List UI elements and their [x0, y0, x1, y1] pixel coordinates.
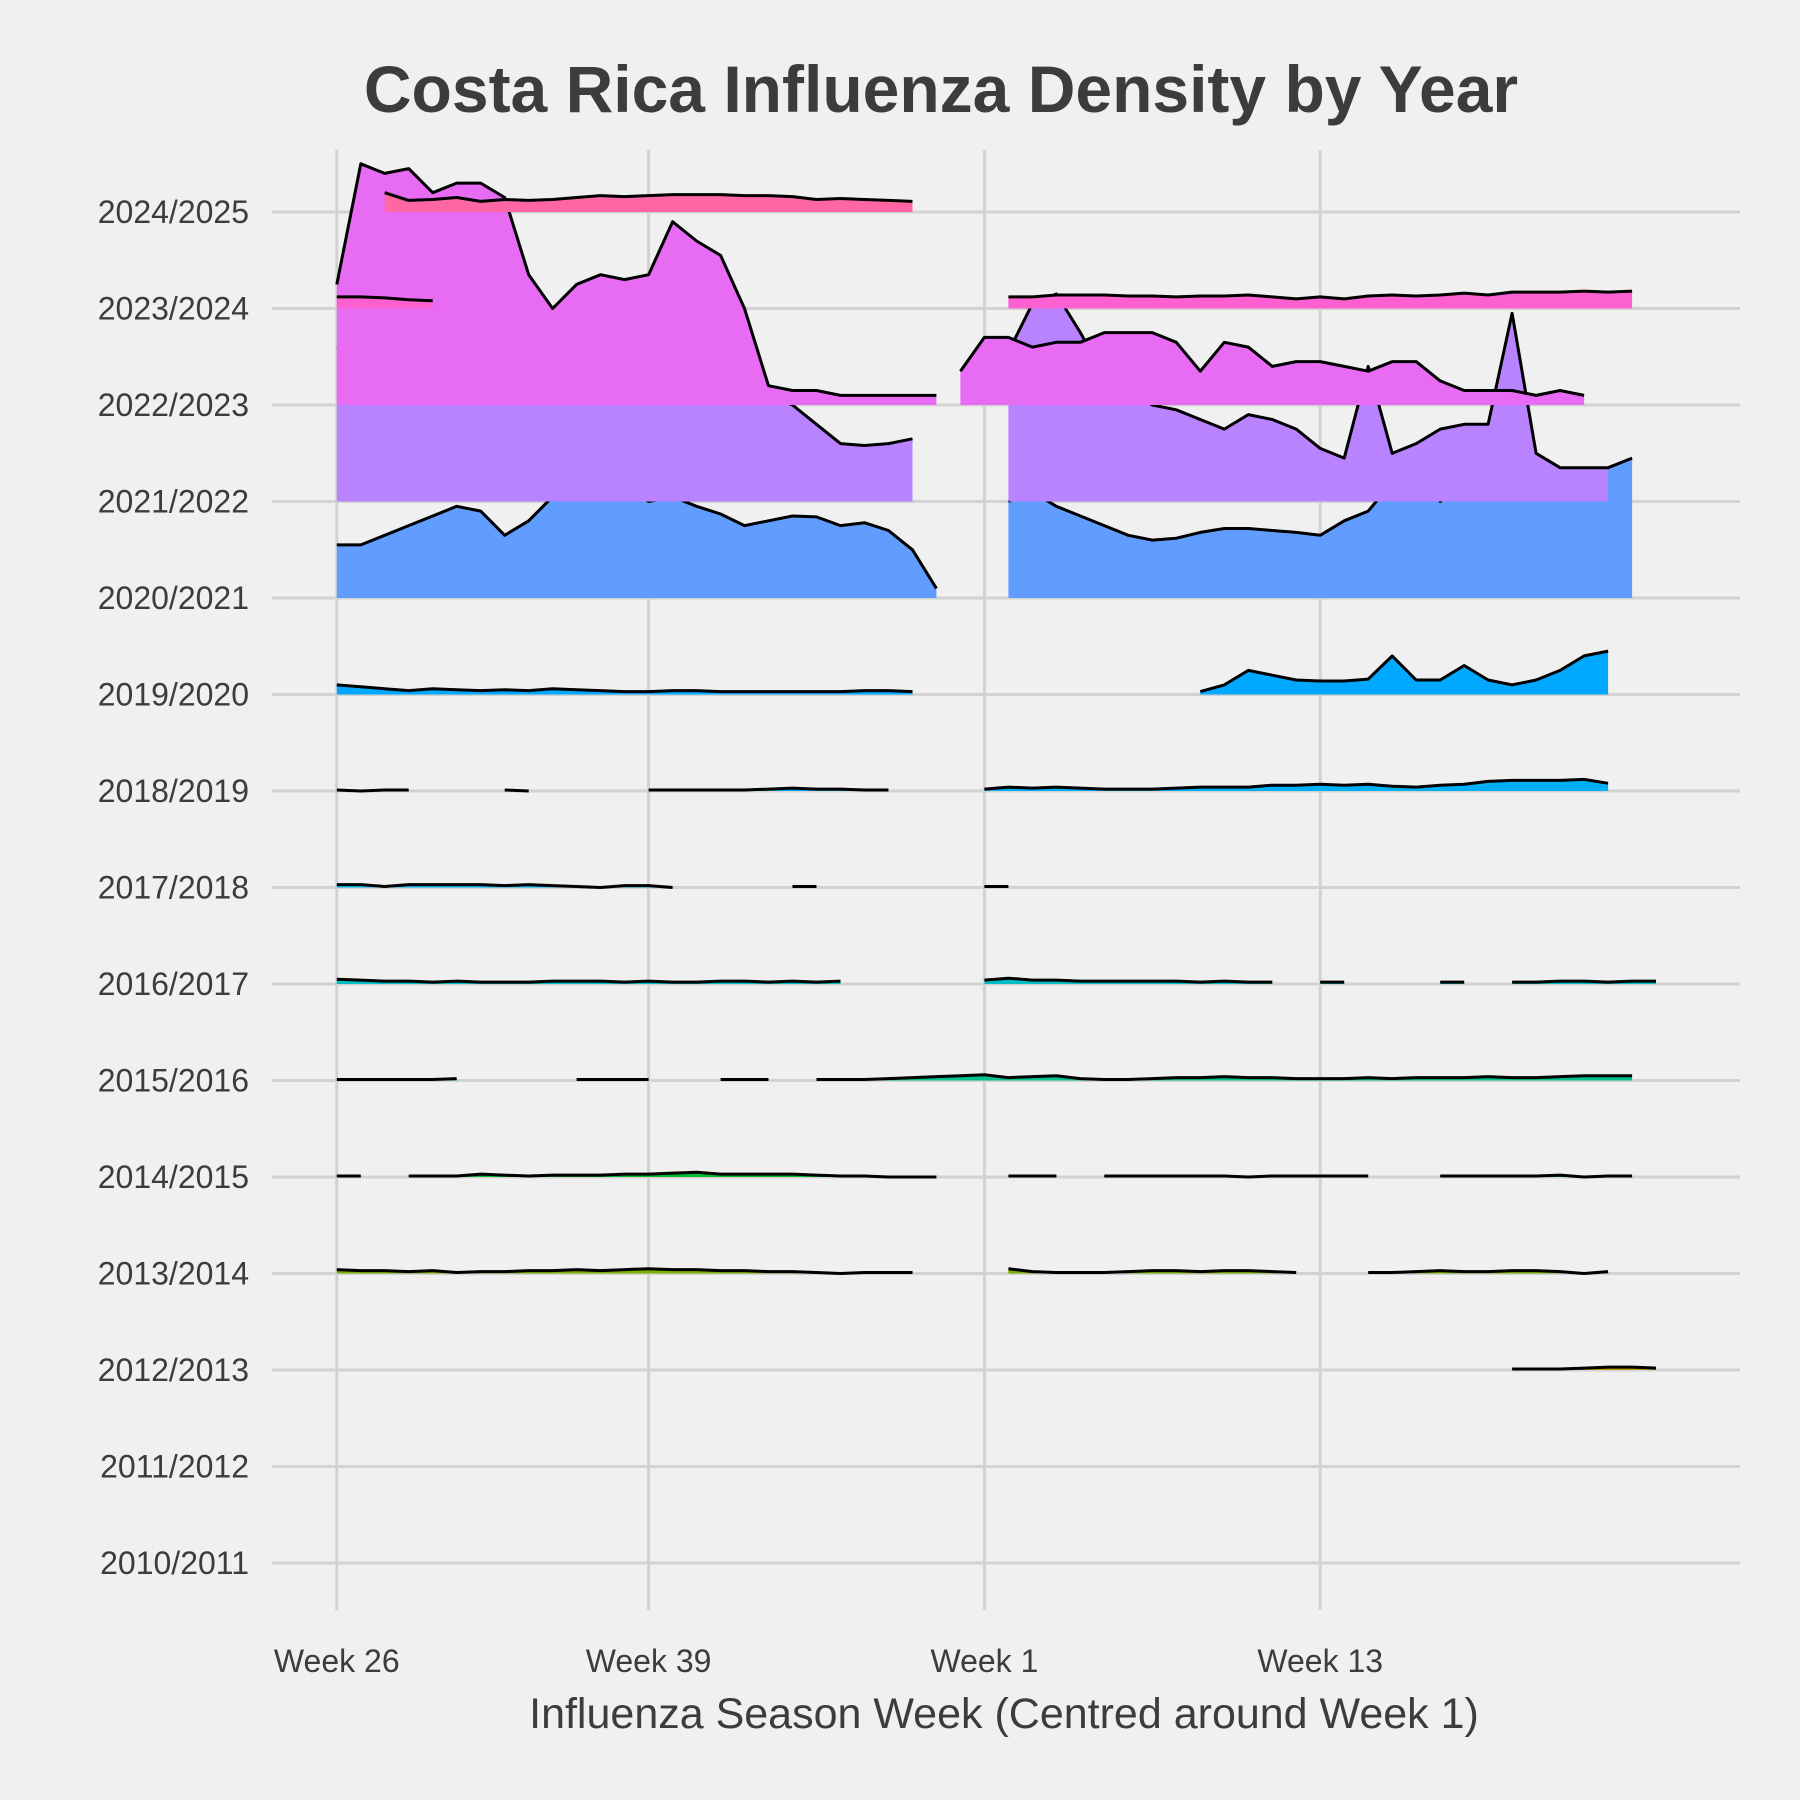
chart-title: Costa Rica Influenza Density by Year	[364, 52, 1518, 126]
ridge-line-2013-2014-0	[336, 1267, 913, 1275]
ridge-2016-2017	[336, 976, 1656, 984]
ridge-line-2022-2023-0	[335, 162, 937, 397]
y-tick-label-3: 2013/2014	[98, 1256, 249, 1292]
x-tick-label-1: Week 39	[586, 1643, 712, 1679]
y-tick-label-6: 2016/2017	[98, 966, 249, 1002]
ridge-area-2022-2023-1	[960, 332, 1585, 405]
ridge-line-2016-2017-4	[1512, 979, 1656, 984]
y-tick-label-2: 2012/2013	[98, 1352, 249, 1388]
ridge-line-2023-2024-1	[1008, 289, 1633, 301]
ridge-line-2018-2019-0	[336, 788, 409, 793]
y-tick-label-14: 2024/2025	[98, 194, 249, 230]
ridge-2024-2025	[384, 191, 913, 212]
ridge-area-2022-2023-0	[336, 163, 937, 405]
y-tick-label-5: 2015/2016	[98, 1063, 249, 1099]
ridge-line-2013-2014-1	[1008, 1267, 1297, 1274]
ridges	[335, 162, 1657, 1371]
ridge-line-2018-2019-2	[648, 786, 889, 792]
ridge-2023-2024	[336, 289, 1633, 309]
ridge-2012-2013	[1512, 1365, 1657, 1371]
ridge-line-2018-2019-1	[504, 788, 529, 793]
ridge-area-2023-2024-0	[336, 296, 433, 309]
ridge-line-2023-2024-0	[336, 295, 433, 303]
ridge-2017-2018	[336, 883, 1009, 889]
ridge-area-2021-2022-1	[1008, 294, 1609, 502]
ridge-line-2016-2017-1	[984, 976, 1273, 984]
y-tick-label-1: 2011/2012	[100, 1449, 249, 1485]
ridge-area-2019-2020-1	[1200, 651, 1609, 695]
y-tick-label-7: 2017/2018	[98, 870, 249, 906]
y-tick-label-4: 2014/2015	[98, 1159, 249, 1195]
ridge-2013-2014	[336, 1267, 1609, 1275]
ridge-2022-2023	[335, 162, 1585, 405]
ridge-line-2019-2020-0	[336, 683, 913, 694]
y-tick-label-9: 2019/2020	[98, 677, 249, 713]
ridge-line-2015-2016-3	[816, 1073, 1633, 1081]
y-tick-label-12: 2022/2023	[98, 387, 249, 423]
ridge-line-2016-2017-0	[336, 977, 841, 984]
y-tick-labels: 2010/2011 2011/2012 2012/2013 2013/2014 2014…	[98, 194, 249, 1581]
ridge-line-2014-2015-3	[1104, 1174, 1369, 1179]
ridge-line-2014-2015-1	[408, 1170, 937, 1179]
x-tick-labels: Week 26 Week 39 Week 1 Week 13	[274, 1643, 1383, 1679]
ridge-line-2019-2020-1	[1199, 649, 1609, 694]
x-tick-label-2: Week 1	[930, 1643, 1038, 1679]
y-tick-label-0: 2010/2011	[100, 1545, 249, 1581]
ridge-line-2012-2013-0	[1512, 1365, 1657, 1371]
y-tick-label-11: 2021/2022	[98, 484, 249, 520]
x-axis-label: Influenza Season Week (Centred around We…	[529, 1690, 1479, 1738]
ridge-2014-2015	[336, 1170, 1633, 1179]
y-tick-label-10: 2020/2021	[98, 580, 249, 616]
ridge-area-2020-2021-0	[336, 472, 937, 598]
ridge-line-2022-2023-1	[959, 331, 1585, 397]
ridge-line-2013-2014-2	[1368, 1269, 1609, 1275]
ridge-2018-2019	[336, 777, 1609, 793]
ridge-line-2015-2016-0	[336, 1077, 457, 1081]
x-tick-label-3: Week 13	[1257, 1643, 1383, 1679]
ridge-line-2024-2025-0	[384, 191, 913, 203]
y-tick-label-8: 2018/2019	[98, 773, 249, 809]
ridge-line-2017-2018-0	[336, 883, 673, 889]
y-tick-label-13: 2023/2024	[98, 291, 249, 327]
x-tick-label-0: Week 26	[274, 1643, 400, 1679]
ridge-line-2014-2015-4	[1440, 1173, 1633, 1179]
ridge-2015-2016	[336, 1073, 1633, 1081]
ridge-2019-2020	[336, 649, 1609, 695]
ridge-line-2018-2019-3	[984, 777, 1609, 791]
